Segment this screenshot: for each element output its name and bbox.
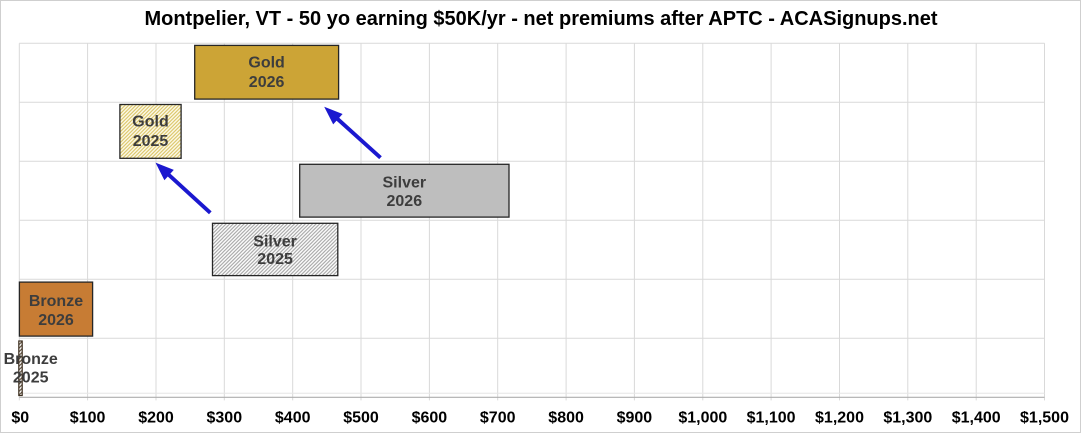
- svg-text:$400: $400: [275, 409, 311, 426]
- svg-text:$1,500: $1,500: [1020, 409, 1069, 426]
- svg-text:$300: $300: [207, 409, 243, 426]
- svg-text:Silver: Silver: [383, 174, 427, 191]
- svg-text:Silver: Silver: [253, 233, 297, 250]
- svg-text:$1,100: $1,100: [747, 409, 796, 426]
- svg-text:$1,300: $1,300: [883, 409, 932, 426]
- svg-text:$0: $0: [11, 409, 29, 426]
- svg-text:$1,200: $1,200: [815, 409, 864, 426]
- svg-text:$1,400: $1,400: [952, 409, 1001, 426]
- svg-text:$600: $600: [412, 409, 448, 426]
- svg-text:$100: $100: [70, 409, 106, 426]
- svg-text:$900: $900: [617, 409, 653, 426]
- svg-text:$800: $800: [548, 409, 584, 426]
- svg-text:Gold: Gold: [132, 114, 168, 131]
- svg-text:2025: 2025: [13, 369, 49, 386]
- svg-text:2026: 2026: [249, 74, 285, 91]
- svg-text:$200: $200: [138, 409, 174, 426]
- svg-text:Montpelier, VT - 50 yo earning: Montpelier, VT - 50 yo earning $50K/yr -…: [144, 8, 937, 30]
- svg-text:2025: 2025: [257, 251, 293, 268]
- svg-text:Gold: Gold: [248, 54, 284, 71]
- svg-text:2026: 2026: [38, 312, 74, 329]
- svg-text:$700: $700: [480, 409, 516, 426]
- svg-text:$1,000: $1,000: [678, 409, 727, 426]
- svg-text:$500: $500: [343, 409, 379, 426]
- svg-text:2025: 2025: [133, 133, 169, 150]
- svg-text:Bronze: Bronze: [4, 351, 58, 368]
- svg-text:2026: 2026: [387, 193, 423, 210]
- svg-text:Bronze: Bronze: [29, 293, 83, 310]
